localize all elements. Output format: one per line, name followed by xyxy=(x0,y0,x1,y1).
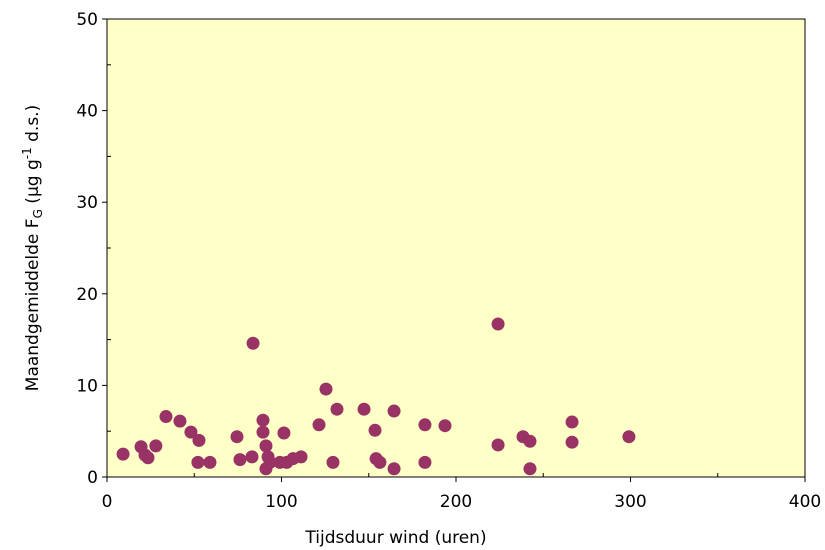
point xyxy=(159,410,173,424)
point xyxy=(491,438,505,452)
point xyxy=(256,413,270,427)
x-tick-label: 200 xyxy=(440,492,472,512)
y-label-subscript: G xyxy=(31,209,45,218)
point xyxy=(565,435,579,449)
point xyxy=(368,423,382,437)
point xyxy=(256,425,270,439)
point xyxy=(330,402,344,416)
point xyxy=(116,447,130,461)
point xyxy=(373,455,387,469)
point xyxy=(294,450,308,464)
point xyxy=(184,425,198,439)
point xyxy=(230,430,244,444)
point xyxy=(523,434,537,448)
x-tick-label: 0 xyxy=(102,492,113,512)
point xyxy=(277,426,291,440)
x-tick-label: 100 xyxy=(265,492,297,512)
point xyxy=(141,451,155,465)
point xyxy=(565,415,579,429)
point xyxy=(245,450,259,464)
point xyxy=(418,455,432,469)
point xyxy=(523,462,537,476)
y-tick-label: 20 xyxy=(76,285,98,305)
point xyxy=(203,455,217,469)
x-tick-label: 300 xyxy=(614,492,646,512)
point xyxy=(259,439,273,453)
point xyxy=(357,402,371,416)
point xyxy=(192,433,206,447)
point xyxy=(191,455,205,469)
y-tick-label: 30 xyxy=(76,193,98,213)
point xyxy=(149,439,163,453)
point xyxy=(312,418,326,432)
point xyxy=(387,404,401,418)
point xyxy=(233,453,247,467)
point xyxy=(246,336,260,350)
x-axis-label: Tijdsduur wind (uren) xyxy=(304,528,486,548)
point xyxy=(173,414,187,428)
point xyxy=(622,430,636,444)
y-label-part: Maandgemiddelde F xyxy=(23,218,43,391)
plot-area xyxy=(106,18,806,478)
y-label-part: d.s.) xyxy=(23,105,43,148)
point xyxy=(418,418,432,432)
point xyxy=(263,455,277,469)
y-tick-label: 10 xyxy=(76,376,98,396)
y-tick-label: 0 xyxy=(87,468,98,488)
point xyxy=(387,462,401,476)
y-label-superscript: -1 xyxy=(20,147,34,159)
y-label-part: (µg g xyxy=(23,159,43,209)
y-tick-label: 40 xyxy=(76,102,98,122)
y-axis-label: Maandgemiddelde FG (µg g-1 d.s.) xyxy=(20,105,45,391)
point xyxy=(491,317,505,331)
x-tick-label: 400 xyxy=(789,492,821,512)
point xyxy=(438,419,452,433)
point xyxy=(319,382,333,396)
y-tick-label: 50 xyxy=(76,10,98,30)
point xyxy=(326,455,340,469)
